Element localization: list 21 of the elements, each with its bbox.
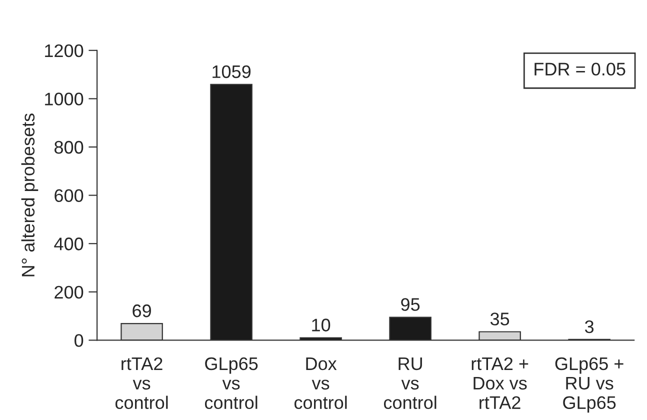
x-tick-label: rtTA2 + Dox vs rtTA2 bbox=[472, 357, 528, 409]
data-label: 10 bbox=[312, 318, 330, 332]
y-tick-label: 400 bbox=[54, 238, 84, 250]
x-tick-label: rtTA2 vs control bbox=[115, 357, 168, 410]
y-tick-label: 200 bbox=[54, 286, 84, 299]
data-label: 35 bbox=[490, 312, 510, 326]
y-tick-label: 800 bbox=[54, 140, 84, 154]
data-label: 1059 bbox=[212, 65, 251, 78]
x-tick-label: RU vs control bbox=[384, 358, 436, 410]
y-tick-label: 1200 bbox=[45, 44, 84, 58]
y-tick-label: 1000 bbox=[45, 92, 84, 106]
y-axis-title: N° altered probesets bbox=[21, 114, 38, 276]
y-tick-label: 0 bbox=[74, 334, 84, 347]
data-label: 95 bbox=[401, 298, 420, 311]
x-tick-label: Dox vs control bbox=[294, 358, 347, 410]
x-tick-label: GLp65 + RU vs GLp65 bbox=[555, 357, 624, 413]
y-tick-label: 600 bbox=[54, 189, 84, 202]
data-label: 69 bbox=[132, 304, 151, 318]
x-tick-label: GLp65 vs control bbox=[204, 357, 258, 410]
data-label: 3 bbox=[584, 320, 594, 334]
annotation: FDR = 0.05 bbox=[534, 62, 626, 76]
